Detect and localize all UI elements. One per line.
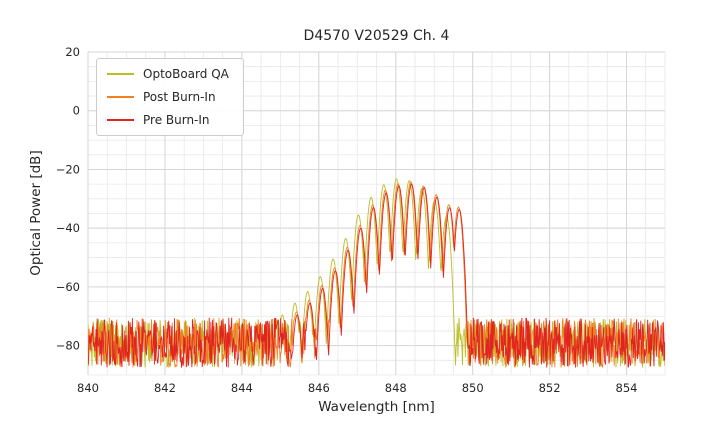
x-tick-label: 842 bbox=[154, 381, 176, 395]
legend-label: Post Burn-In bbox=[143, 90, 216, 104]
x-tick-label: 844 bbox=[231, 381, 253, 395]
x-tick-label: 852 bbox=[539, 381, 561, 395]
x-tick-label: 846 bbox=[308, 381, 330, 395]
series-traces bbox=[88, 178, 665, 369]
y-tick-label: 0 bbox=[73, 104, 80, 118]
legend-line-swatch bbox=[107, 96, 134, 98]
x-tick-label: 850 bbox=[462, 381, 484, 395]
legend: OptoBoard QA Post Burn-In Pre Burn-In bbox=[96, 58, 244, 136]
chart-title: D4570 V20529 Ch. 4 bbox=[303, 28, 450, 44]
y-tick-label: −40 bbox=[56, 221, 80, 235]
tick-labels: 840 842 844 846 848 850 852 854 20 0 −20 −40 −60 −80 bbox=[56, 45, 638, 395]
x-tick-label: 848 bbox=[385, 381, 407, 395]
y-tick-label: −20 bbox=[56, 162, 80, 176]
y-tick-label: 20 bbox=[65, 45, 80, 59]
legend-label: Pre Burn-In bbox=[143, 113, 210, 127]
x-tick-label: 854 bbox=[616, 381, 638, 395]
x-axis-label: Wavelength [nm] bbox=[318, 399, 435, 415]
legend-line-swatch bbox=[107, 73, 134, 75]
legend-line-swatch bbox=[107, 119, 134, 121]
series-post-burn-in bbox=[88, 181, 665, 369]
y-tick-label: −60 bbox=[56, 280, 80, 294]
y-axis-label: Optical Power [dB] bbox=[28, 150, 44, 276]
legend-entry-post-burn-in: Post Burn-In bbox=[107, 90, 229, 104]
legend-label: OptoBoard QA bbox=[143, 67, 229, 81]
legend-entry-pre-burn-in: Pre Burn-In bbox=[107, 113, 229, 127]
series-pre-burn-in bbox=[88, 183, 665, 368]
legend-entry-optoboard-qa: OptoBoard QA bbox=[107, 67, 229, 81]
y-tick-label: −80 bbox=[56, 339, 80, 353]
x-tick-label: 840 bbox=[77, 381, 99, 395]
